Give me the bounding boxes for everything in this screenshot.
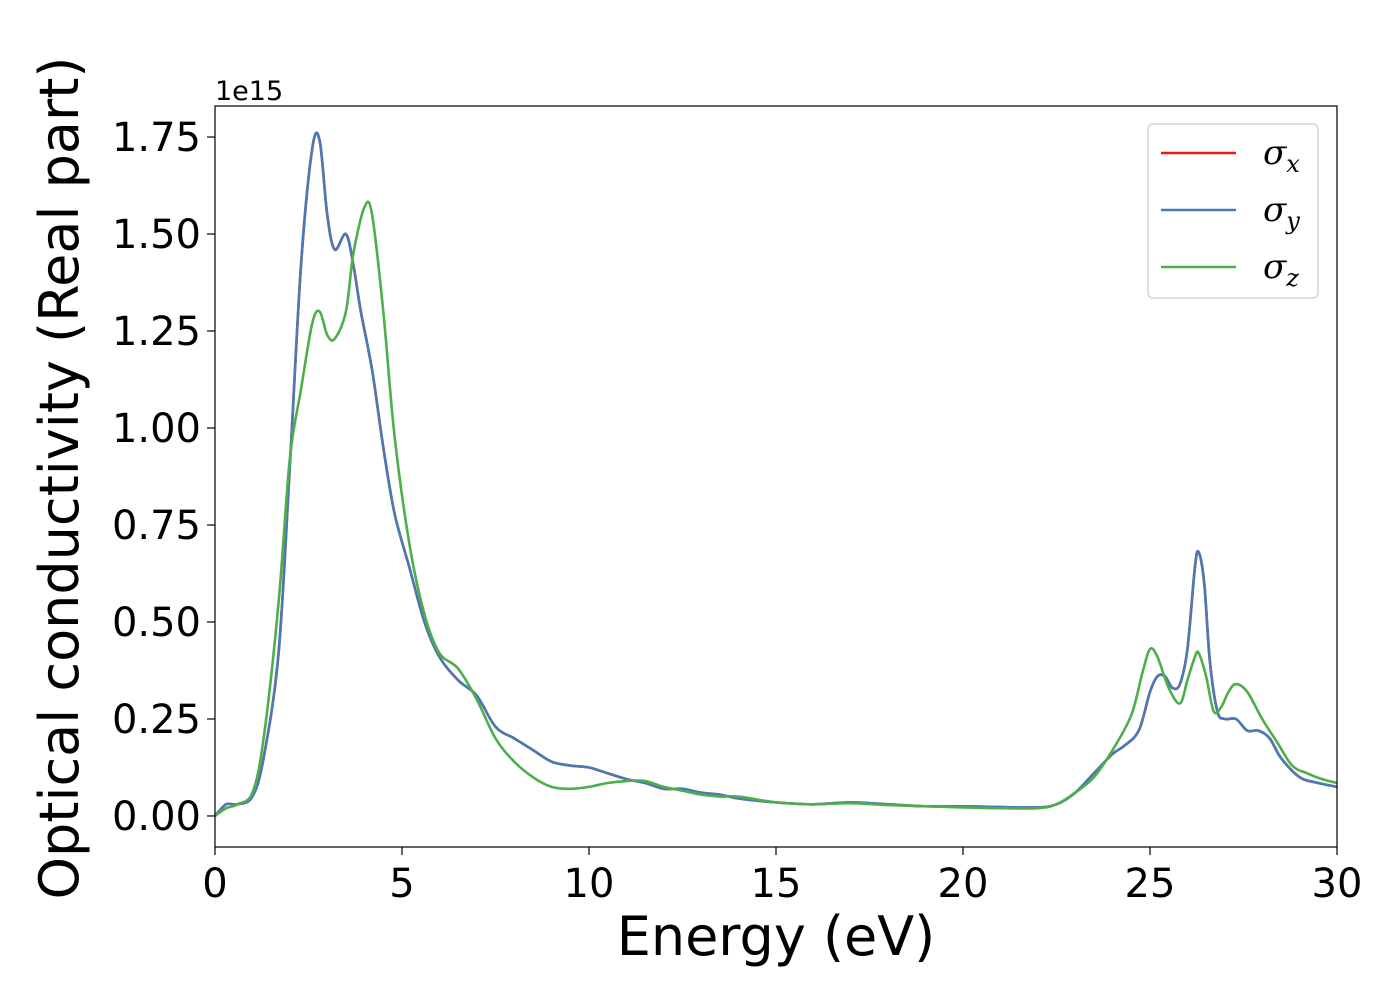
y-tick-label: 1.00 — [112, 406, 201, 452]
y-axis: 0.00 0.25 0.50 0.75 1.00 1.25 1.50 1.75 — [112, 115, 215, 840]
series-line-y — [215, 131, 1337, 817]
legend-label-y: σy — [1263, 190, 1300, 235]
y-tick-label: 1.75 — [112, 115, 201, 161]
x-tick-label: 30 — [1312, 861, 1363, 907]
x-tick-label: 15 — [751, 861, 802, 907]
y-tick-label: 0.00 — [112, 794, 201, 840]
legend-label-x: σx — [1263, 133, 1300, 178]
legend-label-z: σz — [1263, 247, 1299, 292]
y-tick-label: 0.50 — [112, 600, 201, 646]
y-offset-text: 1e15 — [215, 76, 283, 107]
x-tick-label: 10 — [564, 861, 615, 907]
x-tick-label: 5 — [389, 861, 414, 907]
legend: σx σy σz — [1147, 123, 1319, 299]
x-tick-label: 0 — [202, 861, 227, 907]
y-tick-label: 0.75 — [112, 503, 201, 549]
series-line-z — [215, 200, 1337, 818]
series-layer — [215, 131, 1337, 818]
x-tick-label: 20 — [938, 861, 989, 907]
x-axis-label: Energy (eV) — [617, 905, 936, 968]
y-tick-label: 1.25 — [112, 309, 201, 355]
y-axis-label: Optical conductivity (Real part) — [28, 57, 91, 900]
y-tick-label: 1.50 — [112, 212, 201, 258]
x-axis: 0 5 10 15 20 25 30 — [202, 847, 1362, 907]
x-tick-label: 25 — [1125, 861, 1176, 907]
y-tick-label: 0.25 — [112, 697, 201, 743]
